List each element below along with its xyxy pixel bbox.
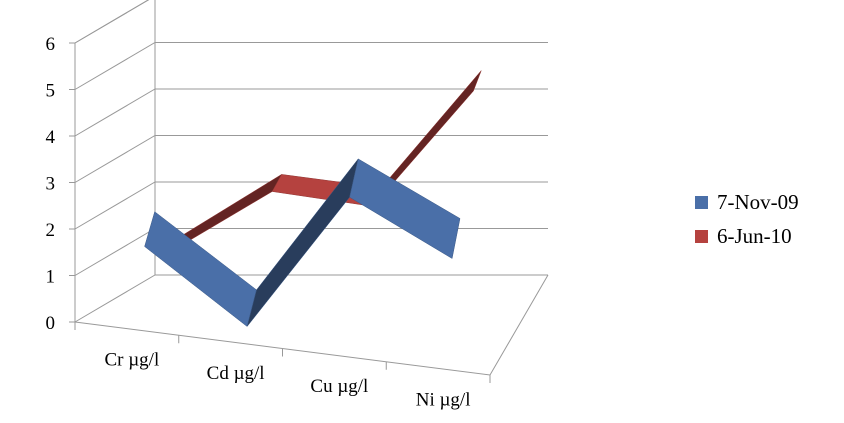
y-tick-label: 0 — [46, 313, 56, 334]
gridline — [74, 42, 548, 90]
x-tick-label: Cd µg/l — [207, 363, 265, 384]
legend: 7-Nov-09 6-Jun-10 — [695, 185, 799, 253]
y-tick-label: 1 — [46, 267, 56, 288]
x-tick-label: Cr µg/l — [104, 350, 159, 371]
y-tick-label: 5 — [46, 81, 56, 102]
x-tick-label: Cu µg/l — [310, 376, 368, 397]
legend-item-series-1: 6-Jun-10 — [695, 219, 799, 253]
wall-top-edge — [74, 0, 150, 44]
gridline — [74, 88, 548, 137]
legend-label-series-1: 6-Jun-10 — [717, 223, 792, 248]
y-tick-label: 6 — [46, 34, 56, 55]
legend-label-series-0: 7-Nov-09 — [717, 189, 799, 214]
x-tick-label: Ni µg/l — [416, 389, 471, 410]
gridline — [74, 135, 548, 183]
legend-swatch-series-0 — [695, 195, 708, 209]
y-tick-label: 4 — [46, 127, 56, 148]
gridline — [74, 0, 150, 44]
series-layer — [144, 70, 482, 327]
gridlines — [74, 0, 548, 323]
y-tick-label: 3 — [46, 174, 56, 195]
y-axis-ticks: 0 1 2 3 4 5 6 — [46, 34, 75, 334]
legend-swatch-series-1 — [695, 229, 708, 243]
gridline — [74, 181, 548, 230]
y-tick-label: 2 — [46, 220, 56, 241]
legend-item-series-0: 7-Nov-09 — [695, 185, 799, 219]
x-axis-ticks: Cr µg/l Cd µg/l Cu µg/l Ni µg/l — [74, 322, 491, 410]
gridline — [74, 274, 548, 323]
series-0-segment — [349, 158, 461, 259]
